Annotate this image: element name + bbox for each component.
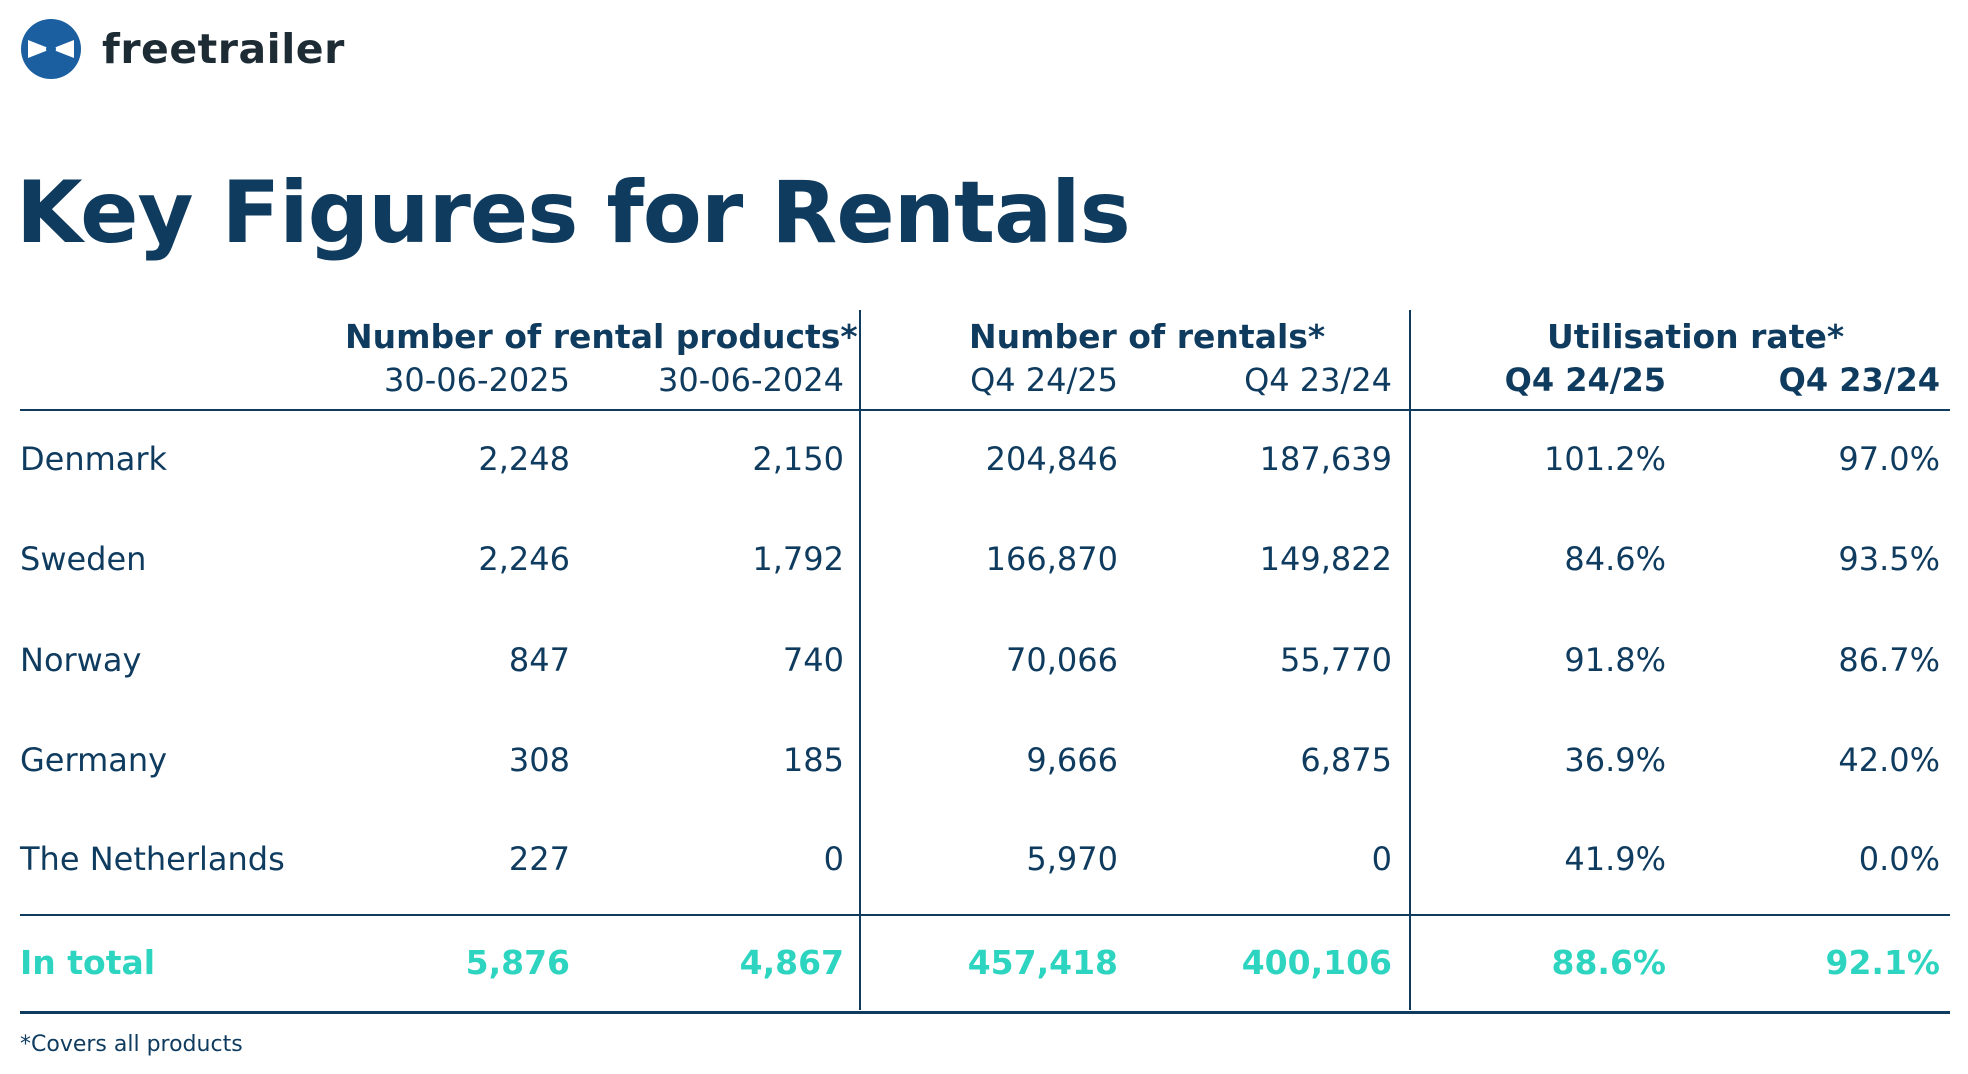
table-cell: 149,822	[1259, 540, 1392, 578]
table-cell: 97.0%	[1838, 440, 1940, 478]
total-label: In total	[20, 943, 156, 982]
table-cell: 42.0%	[1838, 741, 1940, 779]
row-label-denmark: Denmark	[20, 440, 168, 478]
table-cell: 187,639	[1259, 440, 1392, 478]
table-cell: 0	[823, 840, 844, 878]
brand-name: freetrailer	[102, 25, 345, 73]
group-header-rental-products: Number of rental products*	[345, 317, 858, 356]
column-divider	[1409, 310, 1411, 1010]
table-cell: 204,846	[985, 440, 1118, 478]
header-rule	[20, 409, 1950, 411]
subheader-products-2025: 30-06-2025	[384, 361, 570, 399]
table-cell: 5,970	[1026, 840, 1118, 878]
row-label-sweden: Sweden	[20, 540, 147, 578]
table-cell: 86.7%	[1838, 641, 1940, 679]
table-cell: 91.8%	[1564, 641, 1666, 679]
table-cell: 185	[782, 741, 844, 779]
row-label-netherlands: The Netherlands	[20, 840, 285, 878]
table-cell: 101.2%	[1543, 440, 1666, 478]
bottom-rule	[20, 1011, 1950, 1014]
total-cell: 92.1%	[1825, 943, 1941, 982]
table-cell: 308	[508, 741, 570, 779]
footnote: *Covers all products	[20, 1032, 243, 1057]
table-cell: 2,248	[478, 440, 570, 478]
column-divider	[859, 310, 861, 1010]
freetrailer-logo-icon	[21, 19, 81, 79]
table-cell: 36.9%	[1564, 741, 1666, 779]
row-label-norway: Norway	[20, 641, 142, 679]
table-cell: 166,870	[985, 540, 1118, 578]
table-cell: 41.9%	[1564, 840, 1666, 878]
table-cell: 1,792	[752, 540, 844, 578]
brand-logo: freetrailer	[20, 18, 345, 80]
key-figures-table: Number of rental products* Number of ren…	[20, 310, 1950, 1020]
total-cell: 400,106	[1241, 943, 1392, 982]
total-cell: 5,876	[465, 943, 570, 982]
subheader-utilisation-q4-2324: Q4 23/24	[1778, 361, 1940, 399]
total-cell: 4,867	[739, 943, 844, 982]
table-cell: 227	[508, 840, 570, 878]
subheader-rentals-q4-2324: Q4 23/24	[1244, 361, 1392, 399]
table-cell: 740	[782, 641, 844, 679]
table-cell: 847	[508, 641, 570, 679]
table-cell: 70,066	[1006, 641, 1118, 679]
table-cell: 6,875	[1300, 741, 1392, 779]
table-cell: 93.5%	[1838, 540, 1940, 578]
row-label-germany: Germany	[20, 741, 168, 779]
table-cell: 84.6%	[1564, 540, 1666, 578]
table-cell: 2,246	[478, 540, 570, 578]
group-header-rentals: Number of rentals*	[969, 317, 1326, 356]
table-cell: 0.0%	[1858, 840, 1940, 878]
subheader-rentals-q4-2425: Q4 24/25	[970, 361, 1118, 399]
table-cell: 0	[1371, 840, 1392, 878]
subheader-products-2024: 30-06-2024	[658, 361, 844, 399]
table-cell: 55,770	[1280, 641, 1392, 679]
table-cell: 9,666	[1026, 741, 1118, 779]
table-cell: 2,150	[752, 440, 844, 478]
total-cell: 88.6%	[1551, 943, 1667, 982]
subheader-utilisation-q4-2425: Q4 24/25	[1504, 361, 1666, 399]
group-header-utilisation: Utilisation rate*	[1547, 317, 1845, 356]
page-title: Key Figures for Rentals	[16, 163, 1131, 263]
total-rule	[20, 914, 1950, 916]
total-cell: 457,418	[967, 943, 1118, 982]
